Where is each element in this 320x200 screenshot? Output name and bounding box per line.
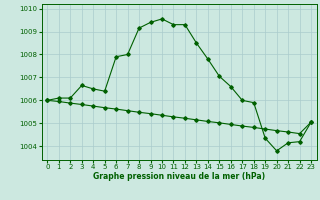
X-axis label: Graphe pression niveau de la mer (hPa): Graphe pression niveau de la mer (hPa) [93, 172, 265, 181]
